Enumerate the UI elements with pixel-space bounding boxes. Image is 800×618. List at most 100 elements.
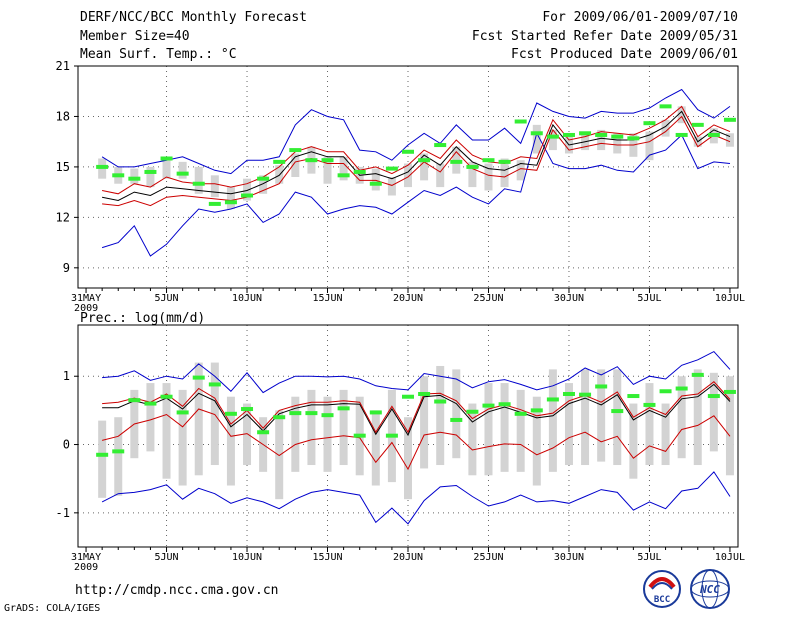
temp-observed-mark — [675, 132, 688, 137]
prec-spread-box — [548, 369, 557, 472]
temp-observed-mark — [530, 131, 543, 136]
temp-min-line — [101, 88, 731, 175]
prec-observed-mark — [707, 394, 720, 399]
temp-observed-mark — [434, 143, 447, 148]
prec-observed-mark — [192, 375, 205, 380]
prec-observed-mark — [289, 411, 302, 416]
prec-observed-mark — [305, 411, 318, 416]
temp-spread-box — [371, 168, 380, 191]
prec-spread-box — [436, 365, 445, 466]
prec-y-tick-label: 0 — [63, 438, 70, 452]
prec-spread-box — [194, 362, 203, 476]
temp-spread-box — [516, 160, 525, 181]
prec-observed-mark — [643, 402, 656, 407]
temp-observed-mark — [208, 201, 221, 206]
temp-spread-box — [548, 129, 557, 151]
grads-credit: GrADS: COLA/IGES — [4, 603, 101, 614]
prec-x-tick-label: 10JUN — [232, 552, 262, 563]
temp-plot: 9 12 15 18 21 31MAY 5JUN 10JUN 15JUN 20JUN 25JUN 30… — [56, 59, 745, 314]
temp-observed-mark — [627, 136, 640, 141]
prec-spread-box — [532, 396, 541, 486]
prec-observed-mark — [224, 411, 237, 416]
temp-observed-mark — [498, 159, 511, 164]
temp-observed-mark — [337, 173, 350, 178]
temp-spread-box — [404, 163, 412, 188]
temp-spread-box — [500, 158, 509, 188]
temperature-panel-title: Mean Surf. Temp.: °C — [80, 47, 237, 62]
temp-q-high-line — [101, 105, 731, 195]
temp-observed-mark — [321, 158, 334, 163]
temp-spread-box — [613, 133, 622, 154]
prec-year-label: 2009 — [74, 562, 98, 573]
prec-spread-box — [98, 420, 107, 498]
prec-spread-box — [645, 383, 654, 466]
prec-spread-box — [243, 403, 252, 466]
prec-spread-box — [468, 403, 477, 476]
temp-observed-mark — [289, 148, 302, 153]
temp-x-tick-label: 10JUL — [715, 293, 745, 304]
temp-observed-mark — [595, 132, 608, 137]
temp-observed-mark — [128, 176, 141, 181]
prec-spread-box — [420, 376, 429, 469]
temp-observed-mark — [144, 169, 157, 174]
temp-observed-mark — [546, 134, 559, 139]
temp-observed-mark — [353, 169, 366, 174]
temp-y-tick-label: 12 — [56, 210, 70, 224]
temp-year-label: 2009 — [74, 303, 98, 314]
temp-observed-mark — [562, 132, 575, 137]
prec-observed-mark — [675, 386, 688, 391]
temp-max-line — [101, 131, 731, 257]
prec-observed-mark — [627, 394, 640, 399]
prec-spread-box — [693, 369, 702, 466]
prec-x-tick-label: 25JUN — [473, 552, 503, 563]
temp-spread-box — [323, 156, 332, 184]
temp-spread-box — [259, 175, 268, 194]
temp-observed-mark — [369, 181, 382, 186]
temp-spread-box — [178, 161, 187, 179]
ncc-logo: NCC — [688, 568, 732, 614]
prec-spread-box — [452, 369, 461, 459]
temp-observed-mark — [418, 158, 431, 163]
temp-spread-box — [532, 124, 541, 154]
prec-y-tick-label: 1 — [63, 369, 70, 383]
temp-spread-box — [226, 187, 235, 209]
prec-spread-box — [709, 372, 718, 452]
temp-observed-mark — [659, 104, 672, 109]
prec-observed-mark — [241, 407, 254, 412]
temp-mean-line — [101, 110, 731, 202]
prec-spread-box — [226, 396, 235, 486]
temp-y-tick-label: 21 — [56, 59, 70, 73]
prec-spread-box — [500, 383, 509, 472]
temp-y-tick-label: 15 — [56, 160, 70, 174]
temp-observed-mark — [466, 164, 479, 169]
temp-spread-box — [725, 133, 734, 147]
prec-spread-box — [661, 403, 670, 466]
prec-observed-mark — [160, 394, 173, 399]
temp-x-tick-label: 20JUN — [393, 293, 423, 304]
prec-spread-box — [307, 389, 316, 466]
temp-observed-mark — [723, 117, 736, 122]
prec-spread-box — [146, 383, 155, 452]
prec-spread-box — [291, 396, 300, 472]
prec-spread-box — [484, 383, 493, 476]
prec-observed-mark — [466, 409, 479, 414]
forecast-produced-label: Fcst Produced Date 2009/06/01 — [511, 47, 738, 62]
prec-max-line — [101, 471, 731, 525]
prec-x-tick-label: 5JUN — [154, 552, 178, 563]
temp-spread-box — [243, 178, 252, 201]
prec-observed-mark — [337, 406, 350, 411]
prec-spread-box — [114, 417, 123, 496]
prec-observed-mark — [257, 430, 270, 435]
temp-spread-box — [146, 166, 155, 188]
prec-observed-mark — [530, 408, 543, 413]
forecast-start-label: Fcst Started Refer Date 2009/05/31 — [471, 29, 738, 44]
prec-spread-box — [275, 410, 284, 500]
temp-observed-mark — [112, 173, 125, 178]
temp-y-tick-label: 9 — [63, 261, 70, 275]
prec-observed-mark — [385, 433, 398, 438]
prec-y-tick-label: -1 — [56, 506, 70, 520]
temp-spread-box — [130, 168, 139, 184]
temp-observed-mark — [224, 200, 237, 205]
prec-observed-mark — [321, 413, 334, 418]
website-url[interactable]: http://cmdp.ncc.cma.gov.cn — [75, 583, 279, 598]
